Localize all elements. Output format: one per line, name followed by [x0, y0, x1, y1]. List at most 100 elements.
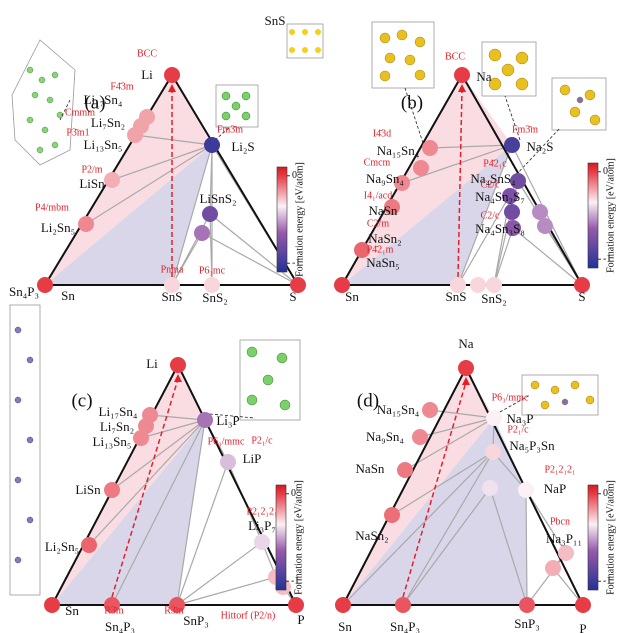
space-group: P3̄m1: [66, 127, 89, 138]
phase-label: NaSn: [369, 203, 398, 218]
phase-label: Li₂S: [231, 139, 254, 154]
phase-point: [220, 454, 236, 470]
inset-label: Sn₄P₃: [9, 284, 39, 299]
ternary-panel: NaBCCNa₁₅Sn₄I4̄3dNa₉Sn₄CmcmNaSnI4₁/acdNa…: [334, 51, 616, 306]
phase-point: [194, 225, 210, 241]
phase-label: Sn₄P₃: [390, 619, 420, 633]
space-group: Hittorf (P2/n): [221, 610, 276, 621]
phase-label: SnS: [162, 289, 183, 304]
colorbar: [588, 163, 598, 268]
space-group: C2/c: [481, 179, 500, 190]
phase-point: [204, 137, 220, 153]
space-group: P6₃mc: [199, 265, 226, 276]
inset-frame: [522, 375, 598, 415]
colorbar-title: Formation energy [eV/atom]: [294, 162, 305, 277]
space-group: F4̄3m: [110, 81, 134, 92]
phase-point: [170, 357, 186, 373]
colorbar-title: Formation energy [eV/atom]: [605, 480, 616, 595]
phase-point: [127, 127, 143, 143]
colorbar-title: Formation energy [eV/atom]: [605, 158, 616, 273]
phase-point: [37, 277, 53, 293]
phase-label: LiSn: [75, 482, 101, 497]
space-group: C2/m: [367, 218, 389, 229]
phase-label: Na: [458, 336, 473, 351]
phase-label: LiP: [243, 451, 262, 466]
phase-point: [518, 482, 534, 498]
space-group: BCC: [445, 51, 465, 62]
phase-label: SnS: [446, 289, 467, 304]
phase-label: Sn: [65, 603, 79, 618]
ternary-panel: LiLi₁₇Sn₄Li₇Sn₂Li₁₃Sn₅LiSnLi₂Sn₅SnSn₄P₃R…: [9, 284, 305, 633]
phase-point: [412, 429, 428, 445]
phase-label: Na₅P₃Sn: [509, 438, 555, 453]
phase-point: [454, 67, 470, 83]
inset-atoms: [27, 67, 63, 153]
space-group: R3̄m: [104, 605, 124, 616]
phase-label: S: [289, 289, 296, 304]
inset-atoms: [560, 85, 600, 125]
figure: LiBCCLi₁₇Sn₄F4̄3mLi₇Sn₂CmmmLi₁₃Sn₅P3̄m1L…: [0, 0, 618, 633]
phase-point: [202, 206, 218, 222]
phase-label: Na₄Sn₃S₈: [475, 221, 525, 236]
space-group: P4̄2₁m: [367, 244, 394, 255]
phase-label: NaSn: [356, 461, 385, 476]
phase-label: Li₁₃Sn₅: [84, 137, 123, 152]
phase-label: Sn: [338, 619, 352, 633]
phase-label: Li₇Sn₂: [100, 419, 134, 434]
phase-point: [335, 597, 351, 613]
space-group: Fm3̄m: [512, 124, 538, 135]
phase-label: Na: [476, 69, 491, 84]
phase-point: [413, 160, 429, 176]
phase-point: [254, 534, 270, 550]
phase-label: Li: [141, 67, 153, 82]
phase-point: [44, 597, 60, 613]
phase-point: [104, 172, 120, 188]
phase-point: [395, 597, 411, 613]
phase-label: SnP₃: [514, 616, 540, 631]
tie-line: [177, 577, 276, 605]
panel-letter: (a): [84, 92, 105, 113]
phase-label: P: [579, 621, 586, 633]
space-group: R3̄m: [164, 605, 184, 616]
ternary-panel: LiBCCLi₁₇Sn₄F4̄3mLi₇Sn₂CmmmLi₁₃Sn₅P3̄m1L…: [35, 13, 306, 305]
colorbar: [588, 485, 598, 590]
phase-label: Na₁₅Sn₄: [377, 402, 420, 417]
inset-frame: [12, 40, 75, 165]
phase-label: Na₃P₁₁: [546, 531, 582, 546]
inset-atoms: [15, 327, 33, 563]
space-group: P2₁/c: [507, 424, 529, 435]
inset-atoms: [489, 49, 528, 90]
space-group: P4̄2₁c: [483, 158, 507, 169]
phase-label: Li₃P: [216, 413, 239, 428]
colorbar-title: Formation energy [eV/atom]: [293, 480, 304, 595]
phase-point: [575, 597, 591, 613]
phase-label: P: [297, 612, 304, 627]
panel-letter: (c): [71, 390, 92, 411]
space-group: P4/mbm: [35, 202, 69, 213]
phase-label: NaSn₅: [366, 255, 399, 270]
phase-point: [532, 204, 548, 220]
phase-label: LiSn: [79, 176, 105, 191]
phase-point: [288, 597, 304, 613]
ternary-panel: NaNa₁₅Sn₄Na₉Sn₄NaSnNaSn₂SnSn₄P₃SnP₃PNa₃P…: [335, 336, 616, 633]
phase-label: Sn: [61, 288, 75, 303]
phase-label: Sn: [345, 289, 359, 304]
phase-label: Li: [146, 356, 158, 371]
space-group: Pbcn: [550, 516, 570, 527]
space-group: BCC: [137, 48, 157, 59]
phase-point: [397, 462, 413, 478]
phase-label: Li₇Sn₂: [91, 115, 125, 130]
space-group: P2₁2₁2₁: [544, 464, 575, 475]
phase-point: [384, 507, 400, 523]
phase-label: Li₂Sn₅: [41, 220, 75, 235]
panel-letter: (d): [357, 390, 379, 411]
phase-label: SnS₂: [202, 290, 228, 305]
phase-point: [558, 545, 574, 561]
phase-point: [504, 204, 520, 220]
space-group: Fm3̄m: [217, 124, 243, 135]
colorbar: [277, 167, 287, 272]
phase-label: SnP₃: [183, 613, 209, 628]
tie-line: [494, 228, 513, 285]
space-group: Pnma: [161, 264, 184, 275]
space-group: P2₁/c: [251, 435, 273, 446]
